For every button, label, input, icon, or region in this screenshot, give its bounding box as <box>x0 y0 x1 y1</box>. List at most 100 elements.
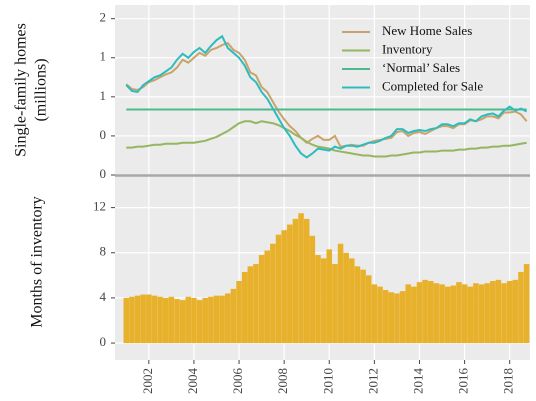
x-tick-label: 2018 <box>501 368 516 394</box>
x-tick-label: 2004 <box>185 368 200 395</box>
bar <box>219 295 225 344</box>
bar <box>134 295 141 344</box>
bar <box>151 295 158 344</box>
bar <box>506 280 513 344</box>
bar <box>281 230 287 344</box>
bar <box>287 224 293 344</box>
bar <box>371 284 378 344</box>
legend-label: Inventory <box>382 41 433 56</box>
bar <box>360 269 366 344</box>
bar <box>461 284 468 344</box>
x-tick-label: 2016 <box>456 368 471 395</box>
bar <box>354 266 361 344</box>
bar <box>292 218 299 344</box>
bar <box>405 284 411 344</box>
bar <box>253 264 259 344</box>
x-tick-label: 2008 <box>275 368 290 394</box>
y-tick-label: 2 <box>100 10 107 25</box>
bar <box>162 297 169 344</box>
bar <box>309 235 316 344</box>
y-axis-title: Months of inventory <box>29 196 46 328</box>
bar <box>422 279 428 344</box>
bar <box>275 234 282 344</box>
bar <box>146 294 152 344</box>
bar <box>196 300 203 344</box>
x-tick-label: 2012 <box>365 368 380 394</box>
bar <box>247 266 254 344</box>
bar <box>174 299 180 344</box>
bar <box>416 282 423 344</box>
y-axis-title: Single-family homes <box>13 23 30 157</box>
bar <box>270 243 276 344</box>
bar <box>129 296 135 344</box>
bar <box>473 283 479 344</box>
bar <box>349 258 355 344</box>
bar <box>382 290 389 344</box>
bar <box>303 218 310 344</box>
bar <box>411 286 417 344</box>
bar <box>478 284 485 344</box>
bar <box>337 243 344 344</box>
y-tick-label: 0 <box>100 127 107 142</box>
bar <box>157 296 163 344</box>
bar <box>490 280 496 344</box>
bar <box>512 279 519 344</box>
bar <box>185 296 192 344</box>
x-tick-label: 2006 <box>230 368 245 395</box>
bar <box>225 293 231 344</box>
bar <box>427 280 434 344</box>
bar <box>140 294 146 344</box>
bar <box>399 291 406 344</box>
bar <box>208 296 214 344</box>
bar <box>315 255 321 344</box>
bar <box>123 297 130 344</box>
bar <box>332 264 338 344</box>
bar <box>236 280 242 344</box>
line <box>126 120 527 158</box>
bar <box>264 250 271 344</box>
bar <box>523 264 530 344</box>
bar <box>388 292 395 344</box>
bar <box>213 295 220 344</box>
x-tick-label: 2014 <box>410 368 425 395</box>
bar <box>168 296 175 344</box>
bar <box>450 285 457 344</box>
bar <box>258 255 265 344</box>
bar <box>484 283 490 344</box>
y-tick-label: 4 <box>100 289 107 304</box>
bar <box>518 271 524 344</box>
x-tick-label: 2002 <box>140 368 155 394</box>
bar <box>495 279 502 344</box>
y-tick-label: 1 <box>100 88 107 103</box>
bar <box>326 249 333 344</box>
bar <box>298 213 304 344</box>
bar <box>179 300 186 344</box>
bar <box>365 275 372 344</box>
bar <box>241 271 248 344</box>
bar <box>394 293 400 344</box>
bar <box>377 286 383 344</box>
bar <box>467 286 473 344</box>
bar <box>343 252 349 344</box>
bar <box>501 283 507 344</box>
legend-label: ‘Normal’ Sales <box>382 60 460 75</box>
legend-label: New Home Sales <box>382 23 472 38</box>
bar <box>320 258 327 344</box>
bar <box>230 288 237 344</box>
bar <box>433 283 440 344</box>
bar <box>202 297 208 344</box>
bar <box>191 297 197 344</box>
bar <box>444 286 451 344</box>
y-tick-label: 12 <box>93 199 106 214</box>
line <box>125 34 528 159</box>
bar <box>456 282 462 344</box>
x-tick-label: 2010 <box>320 368 335 394</box>
y-tick-label: 8 <box>100 244 107 259</box>
y-tick-label: 0 <box>100 334 107 349</box>
legend-label: Completed for Sale <box>382 78 483 93</box>
y-tick-label: 0 <box>100 166 107 181</box>
bar <box>439 284 445 344</box>
y-axis-title: (millions) <box>33 58 50 121</box>
y-tick-label: 1 <box>100 49 107 64</box>
